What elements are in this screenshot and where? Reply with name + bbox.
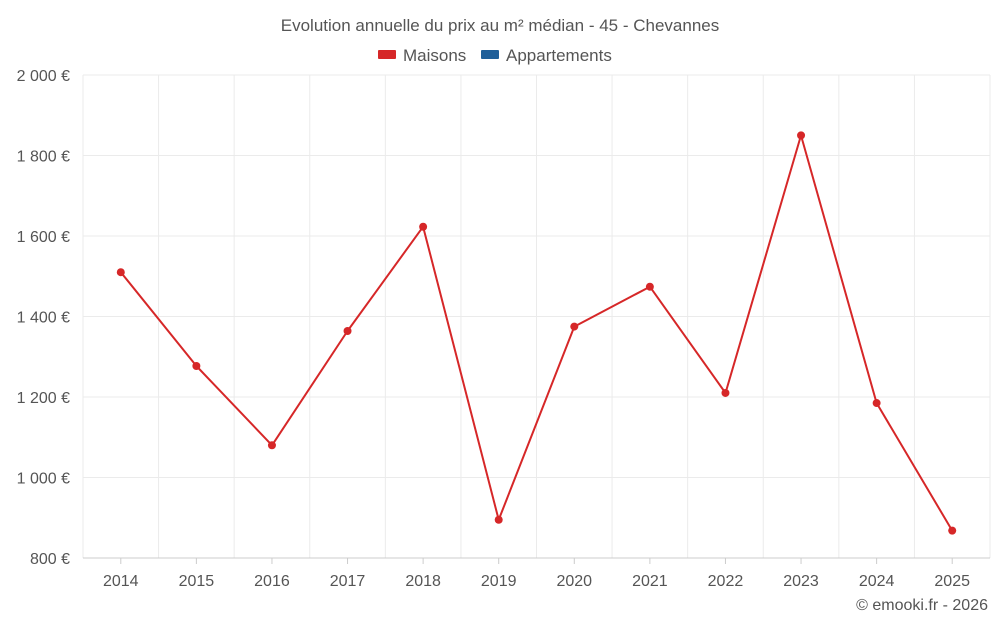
axes: 800 € 1 000 € 1 200 € 1 400 € 1 600 € 1 800 €… [17, 68, 990, 590]
data-point-maisons-2016[interactable] [267, 441, 276, 450]
x-tick-label: 2025 [934, 573, 970, 590]
x-tick-label: 2014 [103, 573, 139, 590]
data-point-maisons-2020[interactable] [570, 322, 579, 331]
data-point-maisons-2015[interactable] [192, 362, 201, 371]
y-tick-label: 1 200 € [17, 390, 70, 407]
legend-swatch-maisons [378, 50, 396, 59]
x-tick-label: 2022 [708, 573, 744, 590]
chart-title: Evolution annuelle du prix au m² médian … [281, 16, 719, 35]
legend-item-appartements[interactable]: Appartements [481, 46, 612, 65]
x-tick-label: 2024 [859, 573, 895, 590]
x-tick-label: 2019 [481, 573, 517, 590]
y-tick-label: 2 000 € [17, 68, 70, 85]
data-point-maisons-2021[interactable] [645, 282, 654, 291]
y-tick-label: 1 600 € [17, 229, 70, 246]
series-line-maisons [120, 134, 954, 532]
data-point-maisons-2022[interactable] [721, 388, 730, 397]
grid-lines [82, 74, 991, 559]
data-point-maisons-2023[interactable] [797, 131, 806, 140]
legend-label-appartements: Appartements [506, 46, 612, 65]
credit-text: © emooki.fr - 2026 [856, 597, 988, 614]
data-point-maisons-2017[interactable] [343, 326, 352, 335]
data-point-maisons-2024[interactable] [872, 399, 881, 408]
y-tick-label: 1 400 € [17, 310, 70, 327]
y-tick-label: 1 800 € [17, 149, 70, 166]
x-tick-label: 2021 [632, 573, 668, 590]
x-tick-label: 2015 [179, 573, 215, 590]
data-point-maisons-2014[interactable] [116, 268, 125, 277]
legend: Maisons Appartements [378, 46, 612, 65]
data-point-maisons-2019[interactable] [494, 515, 503, 524]
y-tick-label: 1 000 € [17, 471, 70, 488]
legend-item-maisons[interactable]: Maisons [378, 46, 466, 65]
y-tick-label: 800 € [30, 551, 70, 568]
x-tick-label: 2020 [556, 573, 592, 590]
x-tick-label: 2023 [783, 573, 819, 590]
x-tick-label: 2017 [330, 573, 366, 590]
x-tick-label: 2018 [405, 573, 441, 590]
data-point-maisons-2018[interactable] [419, 222, 428, 231]
data-point-maisons-2025[interactable] [948, 526, 957, 535]
legend-swatch-appartements [481, 50, 499, 59]
legend-label-maisons: Maisons [403, 46, 466, 65]
series-layer [116, 131, 957, 535]
x-tick-label: 2016 [254, 573, 290, 590]
